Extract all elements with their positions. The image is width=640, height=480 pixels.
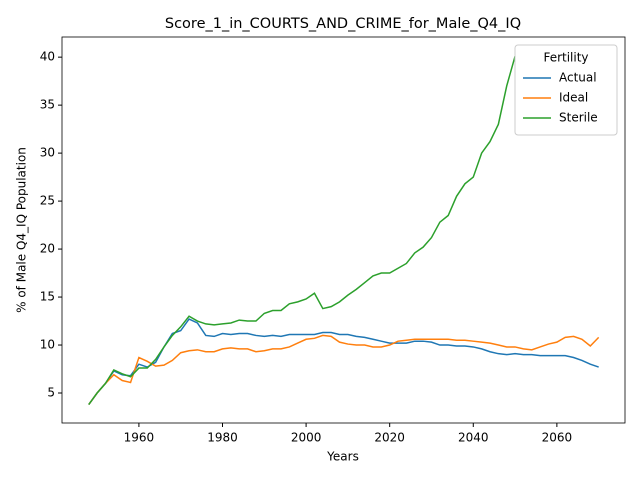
x-tick-label: 2020 [374, 431, 405, 445]
y-tick-label: 10 [40, 338, 55, 352]
x-tick-label: 2040 [458, 431, 489, 445]
legend-label: Actual [559, 71, 597, 85]
chart-title: Score_1_in_COURTS_AND_CRIME_for_Male_Q4_… [165, 16, 521, 32]
plot-frame [61, 36, 626, 424]
x-tick-label: 1960 [124, 431, 155, 445]
legend-label: Ideal [559, 91, 588, 105]
y-tick-label: 20 [40, 242, 55, 256]
legend-title: Fertility [543, 51, 588, 65]
x-tick-label: 2000 [291, 431, 322, 445]
y-tick-label: 40 [40, 50, 55, 64]
legend-label: Sterile [559, 111, 598, 125]
y-axis-label: % of Male Q4_IQ Population [15, 147, 29, 313]
y-tick-label: 15 [40, 290, 55, 304]
y-tick-label: 5 [47, 386, 55, 400]
y-tick-label: 30 [40, 146, 55, 160]
series-line [88, 318, 599, 405]
series-line [88, 55, 516, 405]
x-tick-label: 1980 [207, 431, 238, 445]
series-line [88, 334, 600, 405]
y-tick-label: 35 [40, 98, 55, 112]
x-axis-label: Years [326, 450, 359, 464]
legend-box [514, 44, 618, 136]
y-tick-label: 25 [40, 194, 55, 208]
x-tick-label: 2060 [542, 431, 573, 445]
